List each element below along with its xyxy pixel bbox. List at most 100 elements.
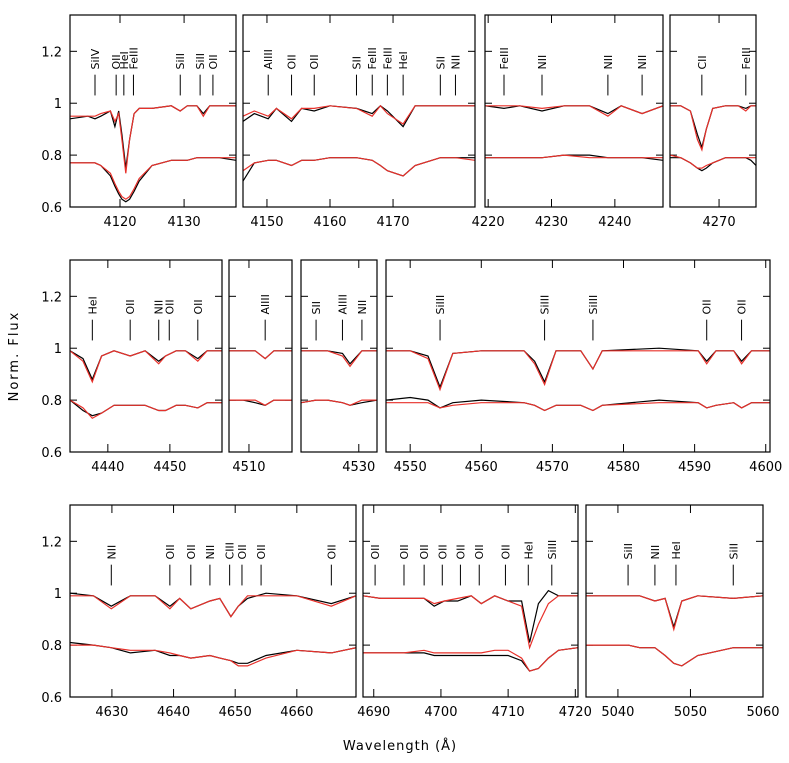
spectrum: [70, 595, 356, 618]
y-tick-label: 0.8: [41, 639, 62, 654]
line-label: SiII: [174, 53, 187, 70]
line-label: OII: [369, 544, 382, 559]
x-tick-label: 4440: [91, 460, 124, 475]
line-label: FeIII: [498, 47, 511, 69]
spectrum: [301, 399, 377, 406]
line-label: SiIII: [539, 295, 552, 315]
y-tick-label: 1: [54, 587, 62, 602]
line-label: NII: [105, 545, 118, 560]
line-label: OII: [398, 544, 411, 559]
spectrum: [363, 595, 578, 650]
spectrum: [70, 157, 236, 203]
line-label: OII: [325, 544, 338, 559]
line-label: OII: [164, 544, 177, 559]
line-label: HeI: [397, 51, 410, 69]
line-label: NII: [536, 55, 549, 70]
line-label: OII: [308, 54, 321, 69]
spectrum: [670, 154, 756, 169]
spectrum: [70, 157, 236, 200]
x-tick-label: 5050: [674, 705, 707, 720]
spectrum: [301, 350, 377, 365]
x-tick-label: 5060: [746, 705, 779, 720]
x-tick-label: 4170: [376, 215, 409, 230]
spectrum: [670, 105, 756, 150]
line-label: OII: [418, 544, 431, 559]
line-label: HeI: [118, 51, 131, 69]
spectrum: [70, 592, 356, 618]
spectrum: [70, 105, 236, 169]
line-label: OII: [110, 54, 123, 69]
x-tick-label: 4690: [357, 705, 390, 720]
line-label: OII: [124, 299, 137, 314]
x-tick-label: 4450: [153, 460, 186, 475]
spectrum: [485, 105, 663, 115]
panel-frame: [69, 259, 223, 453]
spectrum: [386, 396, 770, 412]
line-label: OII: [436, 544, 449, 559]
spectrum: [70, 644, 356, 667]
x-tick-label: 4660: [280, 705, 313, 720]
y-tick-label: 1.2: [41, 45, 62, 60]
line-label: AlIII: [262, 49, 275, 69]
line-label: OII: [473, 544, 486, 559]
line-label: NII: [636, 55, 649, 70]
panel-frame: [385, 259, 771, 453]
y-tick-label: 1.2: [41, 290, 62, 305]
line-label: SiIII: [434, 295, 447, 315]
x-tick-label: 4150: [250, 215, 283, 230]
line-label: CIII: [224, 542, 237, 559]
spectrum: [586, 595, 763, 632]
x-tick-label: 4570: [536, 460, 569, 475]
spectrum: [670, 105, 756, 152]
line-label: OII: [192, 299, 205, 314]
line-label: HeI: [670, 541, 683, 559]
y-tick-label: 0.6: [41, 446, 62, 461]
x-tick-label: 4160: [313, 215, 346, 230]
x-tick-label: 4640: [157, 705, 190, 720]
panel-frame: [362, 504, 579, 698]
spectrum: [229, 350, 292, 360]
panel-frame: [585, 504, 764, 698]
spectrum: [70, 399, 222, 417]
y-tick-label: 0.8: [41, 149, 62, 164]
line-label: OII: [499, 544, 512, 559]
spectrum: [243, 104, 475, 125]
x-tick-label: 4600: [749, 460, 782, 475]
line-label: NII: [602, 55, 615, 70]
line-label: OII: [286, 54, 299, 69]
panel-frame: [669, 14, 757, 208]
line-label: OII: [185, 544, 198, 559]
spectrum: [485, 105, 663, 117]
x-tick-label: 4560: [465, 460, 498, 475]
line-label: SII: [350, 56, 363, 69]
x-tick-label: 4240: [598, 215, 631, 230]
line-label: SiII: [194, 53, 207, 70]
line-label: SiIV: [89, 48, 102, 69]
line-label: FeIII: [381, 47, 394, 69]
x-tick-label: 4270: [703, 215, 736, 230]
line-label: OII: [236, 544, 249, 559]
x-tick-label: 4530: [342, 460, 375, 475]
line-label: OII: [736, 299, 749, 314]
panel-frame: [242, 14, 476, 208]
line-label: NII: [449, 55, 462, 70]
spectrum: [386, 402, 770, 412]
spectrum: [363, 647, 578, 672]
x-tick-label: 4130: [168, 215, 201, 230]
x-tick-label: 4550: [394, 460, 427, 475]
spectrum: [586, 595, 763, 629]
y-tick-label: 1.2: [41, 535, 62, 550]
y-tick-label: 0.6: [41, 201, 62, 216]
panel-frame: [300, 259, 378, 453]
line-label: OII: [207, 54, 220, 69]
line-label: HeI: [86, 296, 99, 314]
y-tick-label: 1: [54, 97, 62, 112]
spectrum: [70, 641, 356, 664]
line-label: FeIII: [366, 47, 379, 69]
spectrum: [70, 399, 222, 420]
line-label: OII: [454, 544, 467, 559]
line-label: AlIII: [259, 294, 272, 314]
spectrum: [386, 350, 770, 392]
x-tick-label: 4650: [219, 705, 252, 720]
